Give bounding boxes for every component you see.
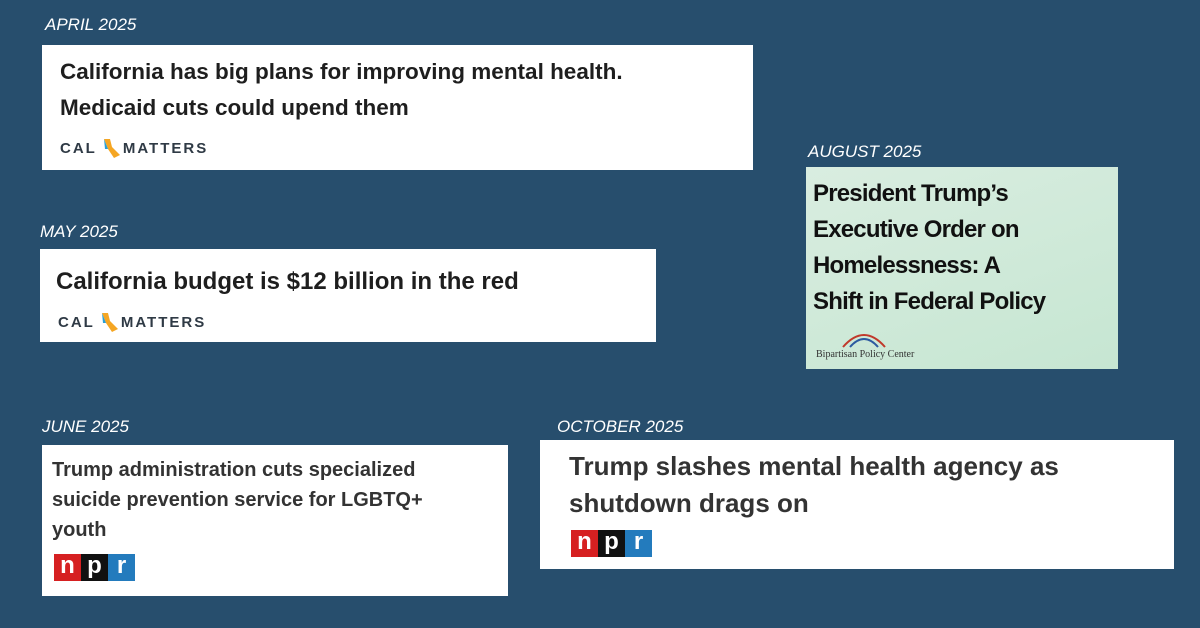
date: AUGUST 2025 [808, 142, 922, 161]
logo-text: CAL [60, 139, 97, 157]
headline: Homelessness: A [813, 252, 1001, 279]
date: MAY 2025 [40, 222, 118, 241]
source-logo: n p r [571, 529, 652, 557]
headline: Executive Order on [813, 216, 1019, 243]
headline: shutdown drags on [569, 488, 809, 518]
logo-text: CAL [58, 313, 95, 331]
date: OCTOBER 2025 [557, 417, 684, 436]
headline: President Trump’s [813, 180, 1009, 207]
headline: Trump administration cuts specialized [52, 459, 416, 481]
logo-letter: n [54, 553, 81, 581]
source-logo: CAL MATTERS [58, 311, 206, 333]
logo-letter: r [108, 553, 135, 581]
logo-icon [103, 139, 120, 158]
date: APRIL 2025 [45, 15, 137, 34]
logo-letter: p [598, 529, 625, 557]
headline: Shift in Federal Policy [813, 288, 1046, 315]
headline-card: President Trump’s Executive Order on Hom… [806, 167, 1118, 369]
logo-letter: r [625, 529, 652, 557]
headline: California has big plans for improving m… [60, 59, 623, 84]
headline: Medicaid cuts could upend them [60, 95, 409, 120]
headline-card: Trump slashes mental health agency as sh… [540, 440, 1174, 569]
headline: California budget is $12 billion in the … [56, 268, 519, 295]
source-logo: n p r [54, 553, 135, 581]
logo-text: MATTERS [120, 313, 207, 331]
logo-letter: p [81, 553, 108, 581]
headline: youth [52, 519, 107, 541]
logo-icon [842, 334, 886, 348]
date: JUNE 2025 [42, 417, 129, 436]
headline-card: California has big plans for improving m… [42, 45, 753, 170]
source-name: Bipartisan Policy Center [816, 349, 915, 360]
logo-text: MATTERS [122, 139, 209, 157]
headline-card: California budget is $12 billion in the … [40, 249, 656, 342]
logo-icon [101, 313, 118, 332]
headline: suicide prevention service for LGBTQ+ [52, 489, 423, 511]
source-logo: CAL MATTERS [60, 137, 208, 159]
headline: Trump slashes mental health agency as [569, 451, 1059, 481]
logo-letter: n [571, 529, 598, 557]
headline-card: Trump administration cuts specialized su… [42, 445, 508, 596]
